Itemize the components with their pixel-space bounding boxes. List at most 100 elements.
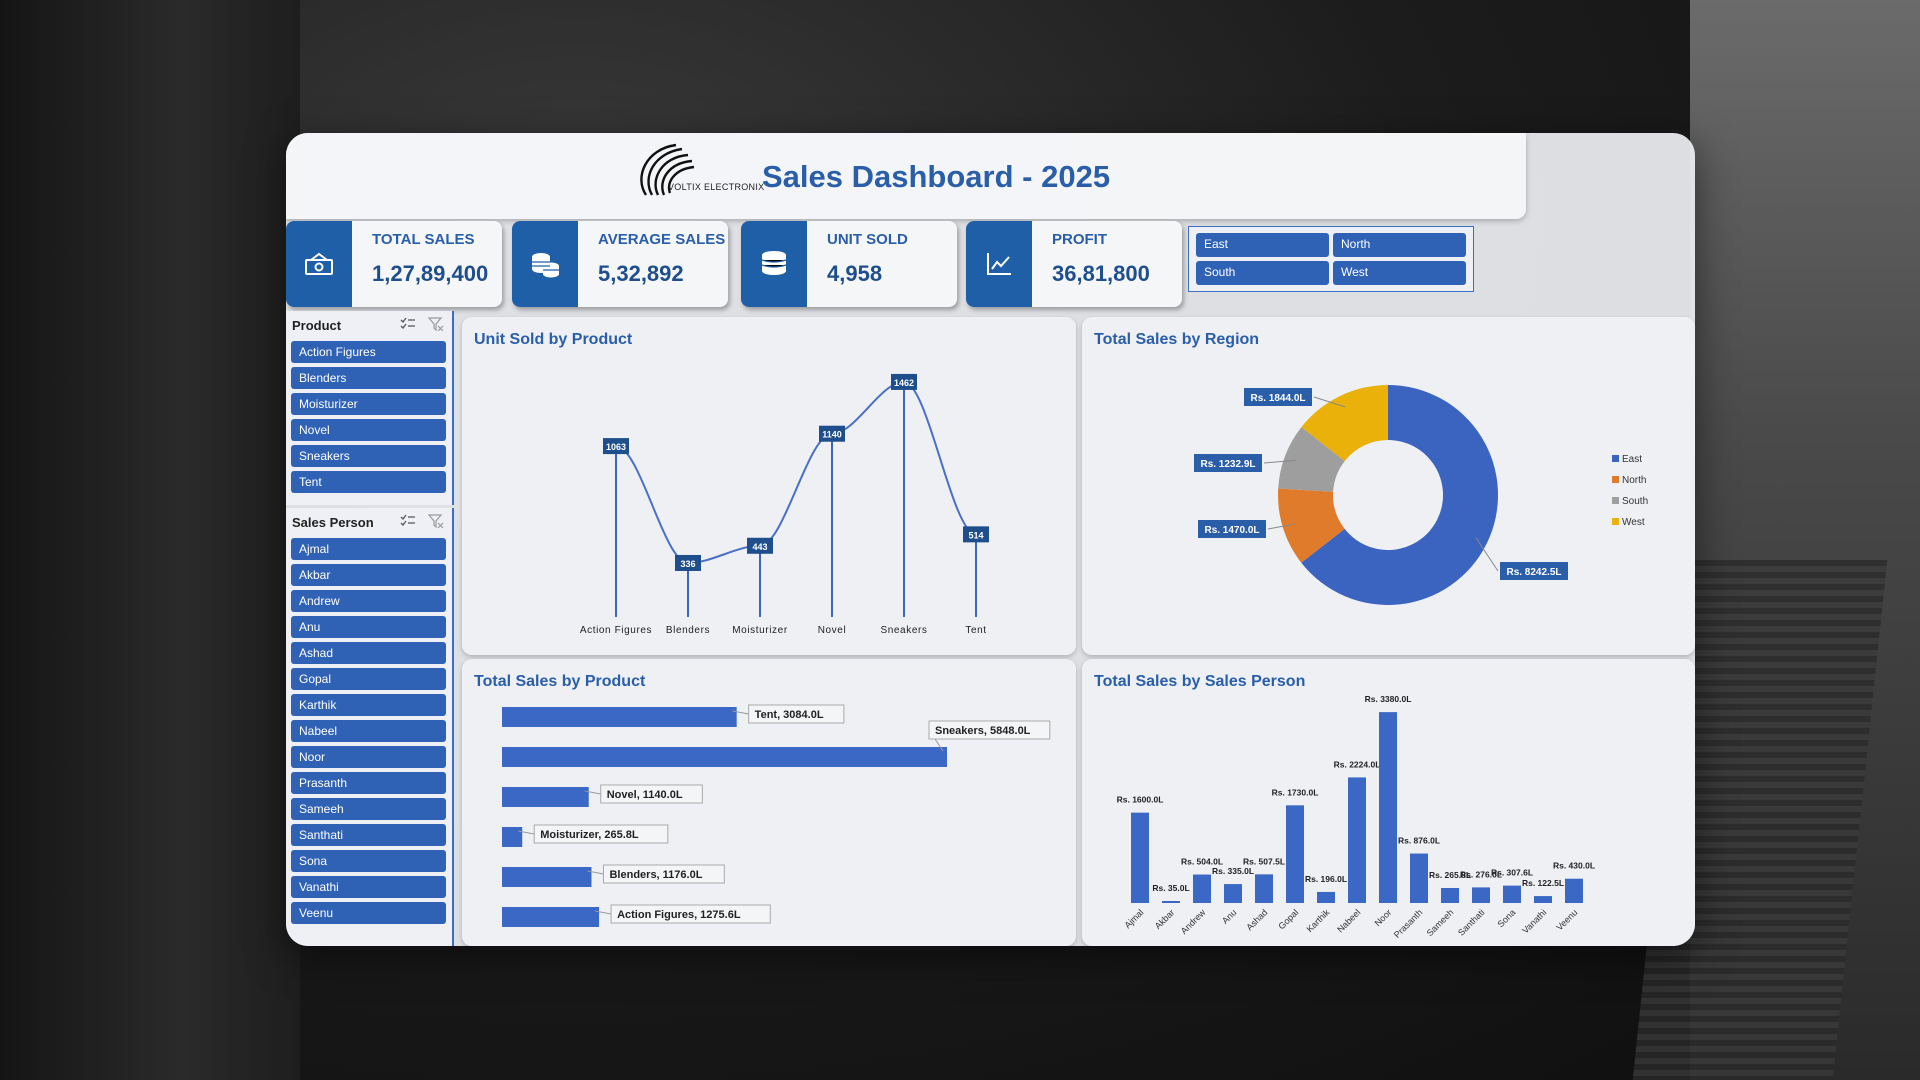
sales-person-panel: Total Sales by Sales Person Rs. 1600.0L A… [1082, 659, 1695, 946]
kpi-value: 4,958 [827, 261, 883, 286]
region-button-north[interactable]: North [1333, 233, 1466, 257]
data-label: Rs. 1232.9L [1194, 454, 1262, 472]
data-label: Rs. 1600.0L [1117, 795, 1164, 805]
product-slicer-item-moisturizer[interactable]: Moisturizer [291, 393, 446, 415]
svg-text:443: 443 [752, 542, 767, 552]
kpi-value: 5,32,892 [598, 261, 684, 286]
data-label: Rs. 507.5L [1243, 856, 1285, 866]
product-slicer-item-tent[interactable]: Tent [291, 471, 446, 493]
data-label: Novel, 1140.0L [584, 784, 703, 804]
sales-person-slicer-item-ashad[interactable]: Ashad [291, 642, 446, 664]
data-label: Rs. 876.0L [1398, 836, 1440, 846]
sales-person-chart: Rs. 1600.0L Ajmal Rs. 35.0L Akbar Rs. 504.0L… [1117, 694, 1595, 940]
slicer-header: Sales Person [286, 508, 452, 536]
region-button-south[interactable]: South [1196, 261, 1329, 285]
data-label: 443 [747, 537, 773, 554]
sales-person-slicer-item-vanathi[interactable]: Vanathi [291, 876, 446, 898]
x-tick-label: Moisturizer [732, 625, 788, 636]
multi-select-icon[interactable] [400, 317, 416, 331]
chart-title: Total Sales by Sales Person [1094, 673, 1306, 690]
kpi-label: UNIT SOLD [827, 231, 908, 248]
kpi-value: 36,81,800 [1052, 261, 1150, 286]
x-tick-label: Andrew [1179, 907, 1208, 936]
sales-person-slicer-item-veenu[interactable]: Veenu [291, 902, 446, 924]
sales-person-slicer-item-ajmal[interactable]: Ajmal [291, 538, 446, 560]
x-tick-label: Akbar [1153, 907, 1177, 931]
data-label: Rs. 430.0L [1553, 861, 1595, 871]
svg-text:514: 514 [968, 530, 983, 540]
bar [1162, 901, 1180, 903]
slicer-title: Sales Person [292, 514, 374, 530]
product-slicer: Product Action Figures Blenders Moisturize… [286, 311, 454, 505]
sales-person-slicer-item-noor[interactable]: Noor [291, 746, 446, 768]
kpi-value: 1,27,89,400 [372, 261, 489, 286]
product-slicer-item-blenders[interactable]: Blenders [291, 367, 446, 389]
bar [502, 707, 737, 727]
svg-text:336: 336 [680, 559, 695, 569]
product-sales-chart: Tent, 3084.0L Sneakers, 5848.0L Novel, 114… [502, 704, 1051, 927]
region-button-east[interactable]: East [1196, 233, 1329, 257]
bar [502, 747, 947, 767]
chart-title: Total Sales by Region [1094, 331, 1260, 348]
bar [1565, 878, 1583, 903]
sales-person-slicer-item-sameeh[interactable]: Sameeh [291, 798, 446, 820]
sales-person-slicer-item-prasanth[interactable]: Prasanth [291, 772, 446, 794]
bar [1503, 885, 1521, 903]
product-slicer-item-sneakers[interactable]: Sneakers [291, 445, 446, 467]
x-tick-label: Nabeel [1335, 907, 1362, 934]
sales-person-slicer-item-anu[interactable]: Anu [291, 616, 446, 638]
x-tick-label: Action Figures [580, 625, 652, 636]
sales-person-slicer-item-andrew[interactable]: Andrew [291, 590, 446, 612]
sales-person-slicer-item-sona[interactable]: Sona [291, 850, 446, 872]
stack-icon [741, 221, 807, 307]
data-label: Rs. 35.0L [1152, 883, 1189, 893]
svg-text:Rs. 8242.5L: Rs. 8242.5L [1506, 567, 1561, 578]
data-label: Rs. 3380.0L [1365, 694, 1412, 704]
legend-swatch [1612, 518, 1619, 525]
svg-text:Action Figures, 1275.6L: Action Figures, 1275.6L [617, 909, 741, 921]
page-title: Sales Dashboard - 2025 [762, 159, 1111, 194]
sales-person-slicer-item-gopal[interactable]: Gopal [291, 668, 446, 690]
clear-filter-icon[interactable] [428, 317, 444, 331]
sales-person-slicer-item-karthik[interactable]: Karthik [291, 694, 446, 716]
svg-text:Tent, 3084.0L: Tent, 3084.0L [755, 709, 824, 721]
data-label: Rs. 122.5L [1522, 878, 1564, 888]
bar [1441, 887, 1459, 903]
background-left [0, 0, 300, 1080]
region-donut-chart: Rs. 8242.5L Rs. 1470.0L Rs. 1232.9L Rs. 184… [1194, 385, 1648, 605]
x-tick-label: Veenu [1554, 907, 1579, 932]
leader-line [1475, 537, 1499, 572]
legend-label: South [1622, 496, 1648, 507]
kpi-label: PROFIT [1052, 231, 1107, 248]
x-tick-label: Sameeh [1425, 907, 1456, 938]
chart-title: Unit Sold by Product [474, 331, 633, 348]
legend-swatch [1612, 476, 1619, 483]
multi-select-icon[interactable] [400, 514, 416, 528]
bar [1317, 891, 1335, 903]
x-tick-label: Ajmal [1122, 907, 1145, 930]
sales-person-slicer-item-nabeel[interactable]: Nabeel [291, 720, 446, 742]
data-label: Blenders, 1176.0L [587, 864, 725, 884]
svg-text:1140: 1140 [822, 430, 842, 440]
clear-filter-icon[interactable] [428, 514, 444, 528]
donut-slice-east [1301, 385, 1498, 605]
data-label: Rs. 8242.5L [1500, 562, 1568, 580]
x-tick-label: Vanathi [1520, 907, 1548, 935]
product-slicer-item-action-figures[interactable]: Action Figures [291, 341, 446, 363]
x-tick-label: Sneakers [880, 625, 927, 636]
leader-line [1263, 459, 1297, 464]
x-tick-label: Novel [818, 625, 847, 636]
svg-text:Blenders, 1176.0L: Blenders, 1176.0L [609, 869, 702, 881]
svg-text:1063: 1063 [606, 442, 626, 452]
donut-slice-south [1278, 427, 1345, 492]
region-button-west[interactable]: West [1333, 261, 1466, 285]
product-slicer-item-novel[interactable]: Novel [291, 419, 446, 441]
leader-line [1313, 396, 1346, 408]
bar [502, 827, 523, 847]
data-label: Rs. 307.6L [1491, 868, 1533, 878]
bar [1410, 853, 1428, 903]
unit-sold-chart: 1063 Action Figures 336 Blenders 443 Moisturi… [580, 373, 989, 636]
sales-person-slicer-item-santhati[interactable]: Santhati [291, 824, 446, 846]
x-tick-label: Sona [1495, 907, 1517, 929]
sales-person-slicer-item-akbar[interactable]: Akbar [291, 564, 446, 586]
